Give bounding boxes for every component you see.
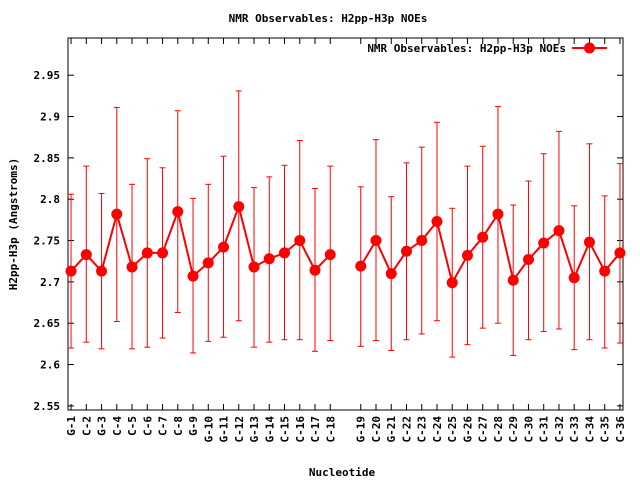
x-tick-label: C-6 (141, 416, 154, 436)
data-point (233, 201, 245, 213)
data-point (477, 231, 489, 243)
data-point (294, 235, 306, 247)
x-tick-label: G-9 (187, 416, 200, 436)
x-tick-label: C-31 (538, 416, 551, 443)
x-tick-label: C-27 (477, 416, 490, 443)
y-tick-label: 2.9 (40, 111, 60, 124)
data-point (126, 261, 138, 273)
x-tick-label: C-18 (324, 416, 337, 443)
x-tick-label: C-17 (309, 416, 322, 443)
y-tick-label: 2.55 (34, 400, 61, 413)
data-point (370, 235, 382, 247)
legend-label: NMR Observables: H2pp-H3p NOEs (367, 42, 566, 55)
x-axis: G-1 C-2 G-3 C-4 C-5 C-6 C-7 C-8 G-9 G-10 G-11 C-12 G… (65, 38, 627, 443)
series-line (70, 203, 331, 278)
x-tick-label: C-33 (568, 416, 581, 443)
error-bars (68, 90, 623, 358)
x-tick-label: C-34 (583, 416, 596, 443)
y-tick-label: 2.7 (40, 276, 60, 289)
data-point (111, 208, 123, 220)
data-point (355, 260, 367, 272)
series-line (359, 211, 621, 286)
x-tick-label: C-7 (157, 416, 170, 436)
x-tick-label: C-5 (126, 416, 139, 436)
x-tick-label: C-22 (400, 416, 413, 443)
x-tick-label: G-14 (263, 416, 276, 443)
x-tick-label: C-16 (294, 416, 307, 443)
y-tick-label: 2.65 (34, 317, 61, 330)
data-point (202, 257, 214, 269)
y-axis: 2.55 2.6 2.65 2.7 2.75 2.8 2.85 2.9 2.95 (34, 69, 623, 413)
data-point (80, 249, 92, 261)
data-point (309, 264, 321, 276)
data-point (553, 225, 565, 237)
x-tick-label: C-12 (233, 416, 246, 443)
x-tick-label: G-13 (248, 416, 261, 443)
legend-marker (584, 42, 595, 54)
data-point (416, 235, 428, 247)
data-point (599, 265, 611, 277)
x-axis-label: Nucleotide (309, 466, 376, 479)
x-tick-label: C-25 (446, 416, 459, 443)
data-point (583, 236, 595, 248)
data-point (157, 247, 169, 259)
y-tick-label: 2.95 (34, 69, 61, 82)
x-tick-label: G-3 (96, 416, 109, 436)
data-point (461, 249, 473, 261)
x-tick-label: G-26 (461, 416, 474, 443)
data-point (96, 265, 108, 277)
x-tick-label: C-35 (599, 416, 612, 443)
x-tick-label: C-23 (416, 416, 429, 443)
y-tick-label: 2.8 (40, 193, 60, 206)
chart-title: NMR Observables: H2pp-H3p NOEs (229, 12, 428, 25)
data-point (538, 237, 550, 249)
data-point (218, 241, 230, 253)
data-point (400, 245, 412, 257)
x-tick-label: C-4 (111, 416, 124, 436)
series-group (65, 201, 626, 289)
data-point (614, 247, 626, 259)
x-tick-label: C-8 (172, 416, 185, 436)
data-point (172, 206, 184, 218)
x-tick-label: C-30 (522, 416, 535, 443)
x-tick-label: C-15 (279, 416, 292, 443)
data-point (522, 254, 534, 266)
data-point (141, 247, 153, 259)
y-tick-label: 2.6 (40, 359, 60, 372)
x-tick-label: G-1 (65, 416, 78, 436)
x-tick-label: C-28 (492, 416, 505, 443)
y-tick-label: 2.85 (34, 152, 61, 165)
data-point (507, 274, 519, 286)
data-point (446, 277, 458, 289)
x-tick-label: G-21 (385, 416, 398, 443)
y-tick-label: 2.75 (34, 235, 61, 248)
x-tick-label: C-20 (370, 416, 383, 443)
x-tick-label: C-2 (80, 416, 93, 436)
x-tick-label: G-11 (218, 416, 231, 443)
data-point (492, 208, 504, 220)
plot-frame (67, 37, 624, 411)
x-tick-label: C-36 (614, 416, 627, 443)
data-point (65, 265, 77, 277)
data-point (263, 253, 275, 265)
x-tick-label: C-24 (431, 416, 444, 443)
x-tick-label: C-29 (507, 416, 520, 443)
data-point (187, 270, 199, 282)
x-tick-label: C-32 (553, 416, 566, 443)
data-point (568, 272, 580, 284)
data-point (279, 247, 291, 259)
data-point (431, 216, 443, 228)
data-point (385, 268, 397, 280)
x-tick-label: G-10 (202, 416, 215, 443)
data-point (324, 249, 336, 261)
legend: NMR Observables: H2pp-H3p NOEs (367, 42, 607, 55)
y-axis-label: H2pp-H3p (Angstroms) (7, 158, 20, 290)
x-tick-label: G-19 (355, 416, 368, 443)
data-point (248, 261, 260, 273)
